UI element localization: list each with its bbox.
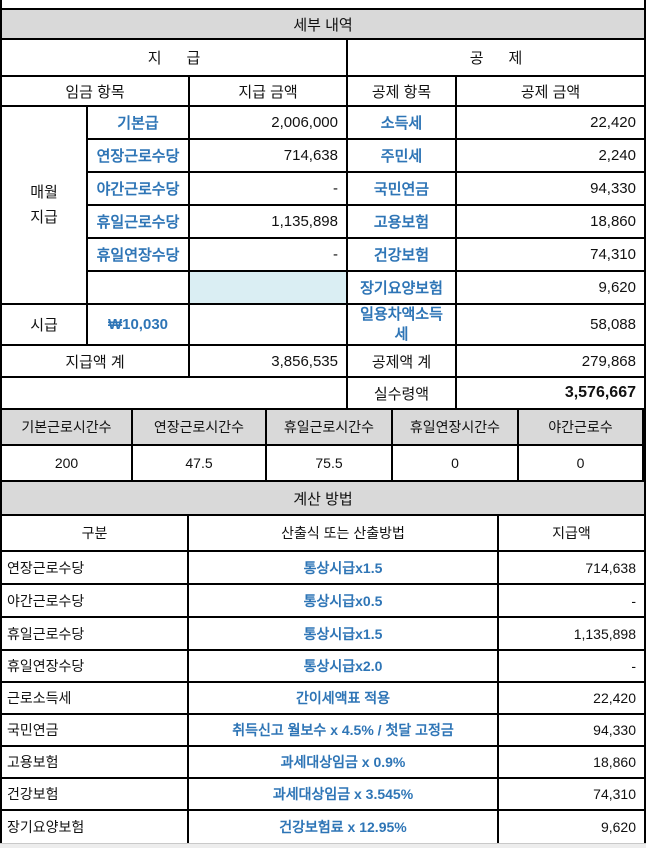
net-pay-amount: 3,576,667 <box>457 378 644 408</box>
deduction-group-header: 공 제 <box>348 40 644 75</box>
pay-group-header: 지 급 <box>2 40 346 75</box>
previous-row-sliver <box>0 0 646 8</box>
calc-formula-8: 건강보험료 x 12.95% <box>189 811 497 843</box>
calc-formula-5: 취득신고 월보수 x 4.5% / 첫달 고정금 <box>189 715 497 745</box>
deduction-amount-4: 74,310 <box>457 239 644 270</box>
calc-formula-6: 과세대상임금 x 0.9% <box>189 747 497 777</box>
col-header-deduction-amount: 공제 금액 <box>457 77 644 105</box>
calc-col-header-0: 구분 <box>2 516 187 550</box>
calc-formula-3: 통상시급x2.0 <box>189 651 497 681</box>
calc-formula-2: 통상시급x1.5 <box>189 618 497 649</box>
deduction-total-amount: 279,868 <box>457 346 644 376</box>
calc-amount-8: 9,620 <box>499 811 644 843</box>
calc-name-3: 휴일연장수당 <box>2 651 187 681</box>
calc-name-1: 야간근로수당 <box>2 585 187 616</box>
pay-item-5 <box>88 272 188 303</box>
detail-title: 세부 내역 <box>2 10 644 38</box>
monthly-pay-label: 매월 지급 <box>2 107 86 303</box>
hours-value-2: 75.5 <box>267 446 391 480</box>
calc-amount-3: - <box>499 651 644 681</box>
hours-value-0: 200 <box>2 446 131 480</box>
calc-amount-6: 18,860 <box>499 747 644 777</box>
calc-title: 계산 방법 <box>2 482 644 514</box>
deduction-amount-5: 9,620 <box>457 272 644 303</box>
calc-amount-0: 714,638 <box>499 552 644 583</box>
deduction-amount-0: 22,420 <box>457 107 644 138</box>
calc-name-2: 휴일근로수당 <box>2 618 187 649</box>
highlighted-input-cell[interactable] <box>190 272 346 303</box>
deduction-item-5: 장기요양보험 <box>348 272 455 303</box>
detail-table: 세부 내역 지 급 공 제 임금 항목 지급 금액 공제 항목 공제 금액 매월… <box>0 8 646 410</box>
calc-formula-4: 간이세액표 적용 <box>189 683 497 713</box>
calc-formula-7: 과세대상임금 x 3.545% <box>189 779 497 809</box>
calc-formula-0: 통상시급x1.5 <box>189 552 497 583</box>
hours-value-3: 0 <box>393 446 517 480</box>
calc-col-header-2: 지급액 <box>499 516 644 550</box>
pay-amount-3: 1,135,898 <box>190 206 346 237</box>
hours-value-4: 0 <box>519 446 642 480</box>
pay-item-2: 야간근로수당 <box>88 173 188 204</box>
hours-header-3: 휴일연장시간수 <box>393 410 517 444</box>
calc-col-header-1: 산출식 또는 산출방법 <box>189 516 497 550</box>
calc-table: 계산 방법 구분 산출식 또는 산출방법 지급액 연장근로수당 통상시급x1.5… <box>0 482 646 843</box>
calc-name-8: 장기요양보험 <box>2 811 187 843</box>
calc-amount-7: 74,310 <box>499 779 644 809</box>
hours-header-4: 야간근로수 <box>519 410 642 444</box>
net-pay-label: 실수령액 <box>348 378 455 408</box>
next-row-sliver <box>0 843 646 848</box>
calc-amount-1: - <box>499 585 644 616</box>
col-header-pay-item: 임금 항목 <box>2 77 188 105</box>
calc-name-0: 연장근로수당 <box>2 552 187 583</box>
pay-amount-4: - <box>190 239 346 270</box>
calc-amount-5: 94,330 <box>499 715 644 745</box>
calc-amount-4: 22,420 <box>499 683 644 713</box>
net-pay-spacer <box>2 378 346 408</box>
pay-total-label: 지급액 계 <box>2 346 188 376</box>
deduction-item-1: 주민세 <box>348 140 455 171</box>
pay-amount-1: 714,638 <box>190 140 346 171</box>
hours-table: 기본근로시간수 연장근로시간수 휴일근로시간수 휴일연장시간수 야간근로수 20… <box>0 410 646 482</box>
deduction-amount-3: 18,860 <box>457 206 644 237</box>
calc-formula-1: 통상시급x0.5 <box>189 585 497 616</box>
deduction-total-label: 공제액 계 <box>348 346 455 376</box>
deduction-item-3: 고용보험 <box>348 206 455 237</box>
pay-amount-0: 2,006,000 <box>190 107 346 138</box>
deduction-amount-1: 2,240 <box>457 140 644 171</box>
hourly-wage-label: 시급 <box>2 305 86 344</box>
col-header-deduction-item: 공제 항목 <box>348 77 455 105</box>
pay-amount-2: - <box>190 173 346 204</box>
hourly-wage-value: ₩10,030 <box>88 305 188 344</box>
pay-item-4: 휴일연장수당 <box>88 239 188 270</box>
daily-diff-tax-amount: 58,088 <box>457 305 644 344</box>
hours-header-0: 기본근로시간수 <box>2 410 131 444</box>
deduction-item-2: 국민연금 <box>348 173 455 204</box>
deduction-amount-2: 94,330 <box>457 173 644 204</box>
pay-total-amount: 3,856,535 <box>190 346 346 376</box>
deduction-item-0: 소득세 <box>348 107 455 138</box>
calc-name-7: 건강보험 <box>2 779 187 809</box>
hourly-wage-spacer <box>190 305 346 344</box>
calc-amount-2: 1,135,898 <box>499 618 644 649</box>
calc-name-6: 고용보험 <box>2 747 187 777</box>
hours-header-1: 연장근로시간수 <box>133 410 265 444</box>
daily-diff-tax-item: 일용차액소득세 <box>348 305 455 344</box>
pay-item-0: 기본급 <box>88 107 188 138</box>
col-header-pay-amount: 지급 금액 <box>190 77 346 105</box>
calc-name-4: 근로소득세 <box>2 683 187 713</box>
deduction-item-4: 건강보험 <box>348 239 455 270</box>
calc-name-5: 국민연금 <box>2 715 187 745</box>
hours-value-1: 47.5 <box>133 446 265 480</box>
pay-item-1: 연장근로수당 <box>88 140 188 171</box>
hours-header-2: 휴일근로시간수 <box>267 410 391 444</box>
pay-item-3: 휴일근로수당 <box>88 206 188 237</box>
